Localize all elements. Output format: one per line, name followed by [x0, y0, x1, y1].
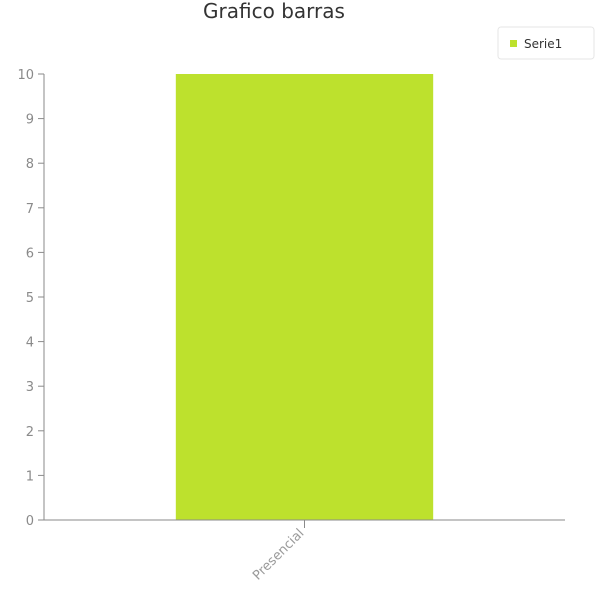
bars: [175, 74, 434, 520]
y-tick-label: 7: [26, 202, 34, 217]
y-tick-label: 1: [26, 469, 34, 484]
y-tick-label: 4: [26, 336, 34, 351]
x-axis-ticks: Presencial: [250, 520, 307, 584]
x-tick-label: Presencial: [250, 526, 307, 583]
chart-title: Grafico barras: [203, 0, 345, 23]
legend-label: Serie1: [524, 37, 562, 51]
legend-swatch: [510, 40, 517, 47]
y-tick-label: 8: [26, 157, 34, 172]
y-tick-label: 3: [26, 380, 34, 395]
y-tick-label: 9: [26, 113, 34, 128]
y-tick-label: 6: [26, 246, 34, 261]
y-axis-ticks: 0 1 2 3 4 5 6 7 8 9 10: [17, 68, 44, 529]
legend-box: [497, 26, 595, 60]
y-tick-label: 0: [26, 514, 34, 529]
y-tick-label: 5: [26, 291, 34, 306]
y-tick-label: 10: [17, 68, 34, 83]
bar-presencial[interactable]: [175, 74, 434, 520]
legend[interactable]: Serie1: [497, 26, 595, 60]
y-tick-label: 2: [26, 425, 34, 440]
